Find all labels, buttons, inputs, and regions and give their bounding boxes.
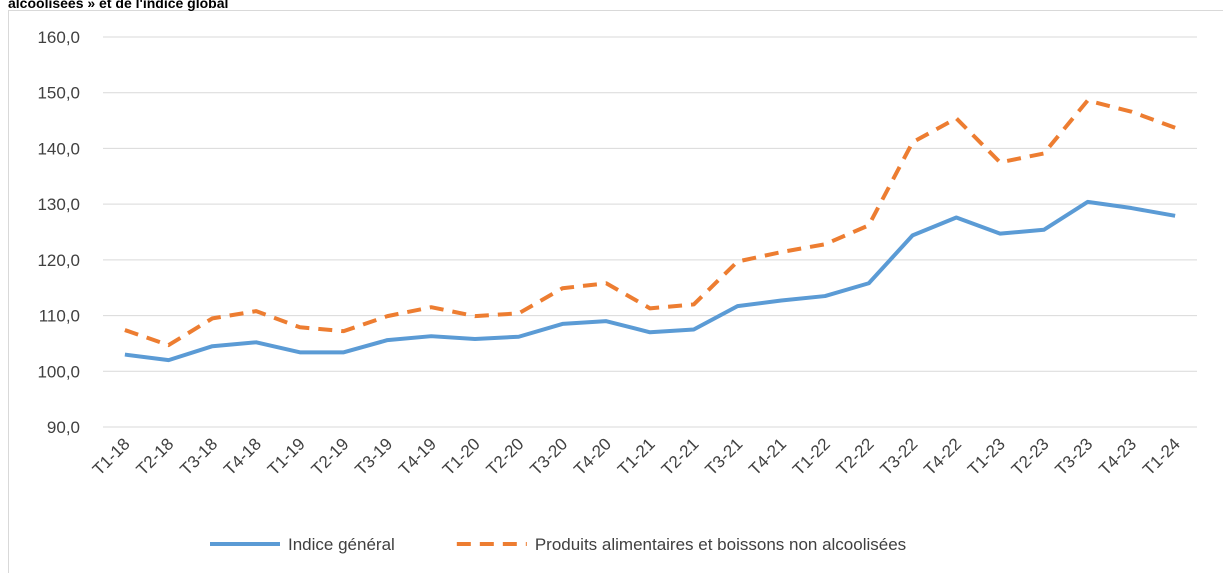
x-tick-label: T2-22 (833, 434, 878, 479)
x-tick-label: T4-18 (220, 434, 265, 479)
x-tick-label: T1-20 (439, 434, 484, 479)
x-tick-label: T1-21 (614, 434, 659, 479)
x-tick-label: T3-19 (351, 434, 396, 479)
chart-frame (9, 11, 1223, 574)
x-tick-label: T4-23 (1095, 434, 1140, 479)
x-tick-label: T1-24 (1139, 434, 1184, 479)
y-tick-label: 90,0 (47, 418, 80, 437)
series-line (125, 202, 1175, 360)
x-tick-label: T4-19 (395, 434, 440, 479)
y-tick-label: 120,0 (37, 251, 80, 270)
x-tick-label: T2-21 (658, 434, 703, 479)
x-tick-label: T1-23 (964, 434, 1009, 479)
x-tick-label: T2-19 (308, 434, 353, 479)
x-tick-label: T3-18 (176, 434, 221, 479)
x-tick-label: T3-20 (526, 434, 571, 479)
x-tick-label: T4-22 (920, 434, 965, 479)
x-tick-label: T2-20 (483, 434, 528, 479)
x-tick-label: T4-21 (745, 434, 790, 479)
x-tick-label: T1-19 (264, 434, 309, 479)
y-tick-label: 160,0 (37, 28, 80, 47)
legend-label: Produits alimentaires et boissons non al… (535, 535, 906, 554)
y-tick-label: 100,0 (37, 362, 80, 381)
x-tick-label: T2-18 (133, 434, 178, 479)
x-tick-label: T2-23 (1008, 434, 1053, 479)
x-tick-label: T3-21 (702, 434, 747, 479)
x-tick-label: T1-22 (789, 434, 834, 479)
y-tick-label: 110,0 (39, 307, 80, 326)
y-tick-label: 150,0 (37, 84, 80, 103)
chart-title: alcoolisées » et de l'indice global (8, 0, 228, 11)
series-line (125, 101, 1175, 346)
y-tick-label: 140,0 (37, 139, 80, 158)
x-tick-label: T3-23 (1052, 434, 1097, 479)
y-tick-label: 130,0 (37, 195, 80, 214)
legend-label: Indice général (288, 535, 395, 554)
x-tick-label: T4-20 (570, 434, 615, 479)
x-tick-label: T3-22 (877, 434, 922, 479)
x-tick-label: T1-18 (89, 434, 134, 479)
